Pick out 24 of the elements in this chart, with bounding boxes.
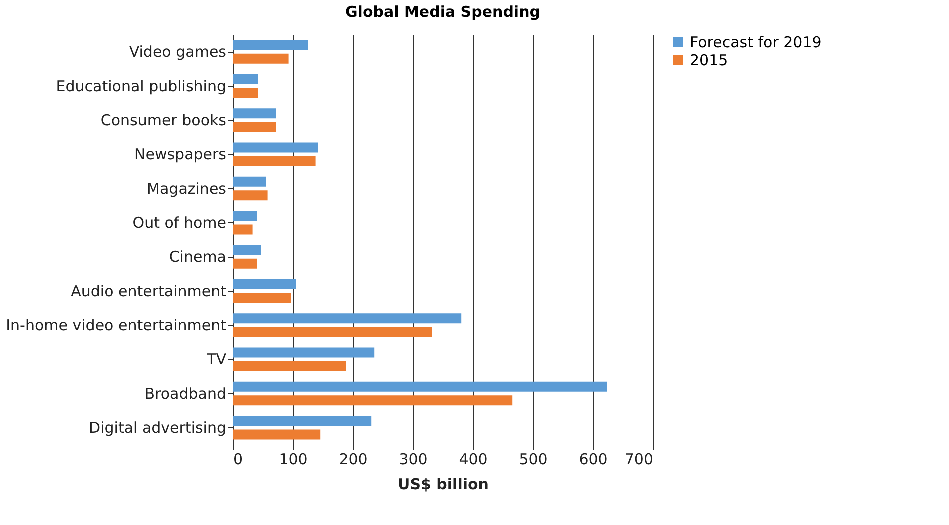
y-tick-label: Audio entertainment <box>71 282 227 300</box>
x-tick-label: 600 <box>579 450 608 468</box>
y-tick-label: TV <box>206 350 228 369</box>
y-tick-label: In-home video entertainment <box>6 316 227 334</box>
y-tick-label: Cinema <box>169 248 226 266</box>
x-tick-label: 100 <box>279 450 308 468</box>
y-tick-label: Newspapers <box>134 146 227 164</box>
y-tick-label: Educational publishing <box>56 77 226 96</box>
y-tick-label: Magazines <box>147 180 227 198</box>
x-tick-label: 700 <box>624 450 654 468</box>
x-tick-label: 500 <box>519 450 548 468</box>
x-tick-label: 400 <box>459 450 488 468</box>
x-axis-title: US$ billion <box>398 476 489 494</box>
x-tick-label: 300 <box>399 450 428 468</box>
y-tick-label: Consumer books <box>100 111 227 130</box>
y-tick-label: Broadband <box>144 384 226 403</box>
legend-label: Forecast for 2019 <box>690 34 822 52</box>
chart-title: Global Media Spending <box>346 3 540 21</box>
y-tick-label: Out of home <box>132 214 226 232</box>
y-tick-label: Video games <box>129 43 227 62</box>
x-tick-label: 0 <box>234 450 244 468</box>
y-tick-label: Digital advertising <box>89 418 226 437</box>
x-tick-label: 200 <box>339 450 368 468</box>
legend-label: 2015 <box>690 52 728 70</box>
